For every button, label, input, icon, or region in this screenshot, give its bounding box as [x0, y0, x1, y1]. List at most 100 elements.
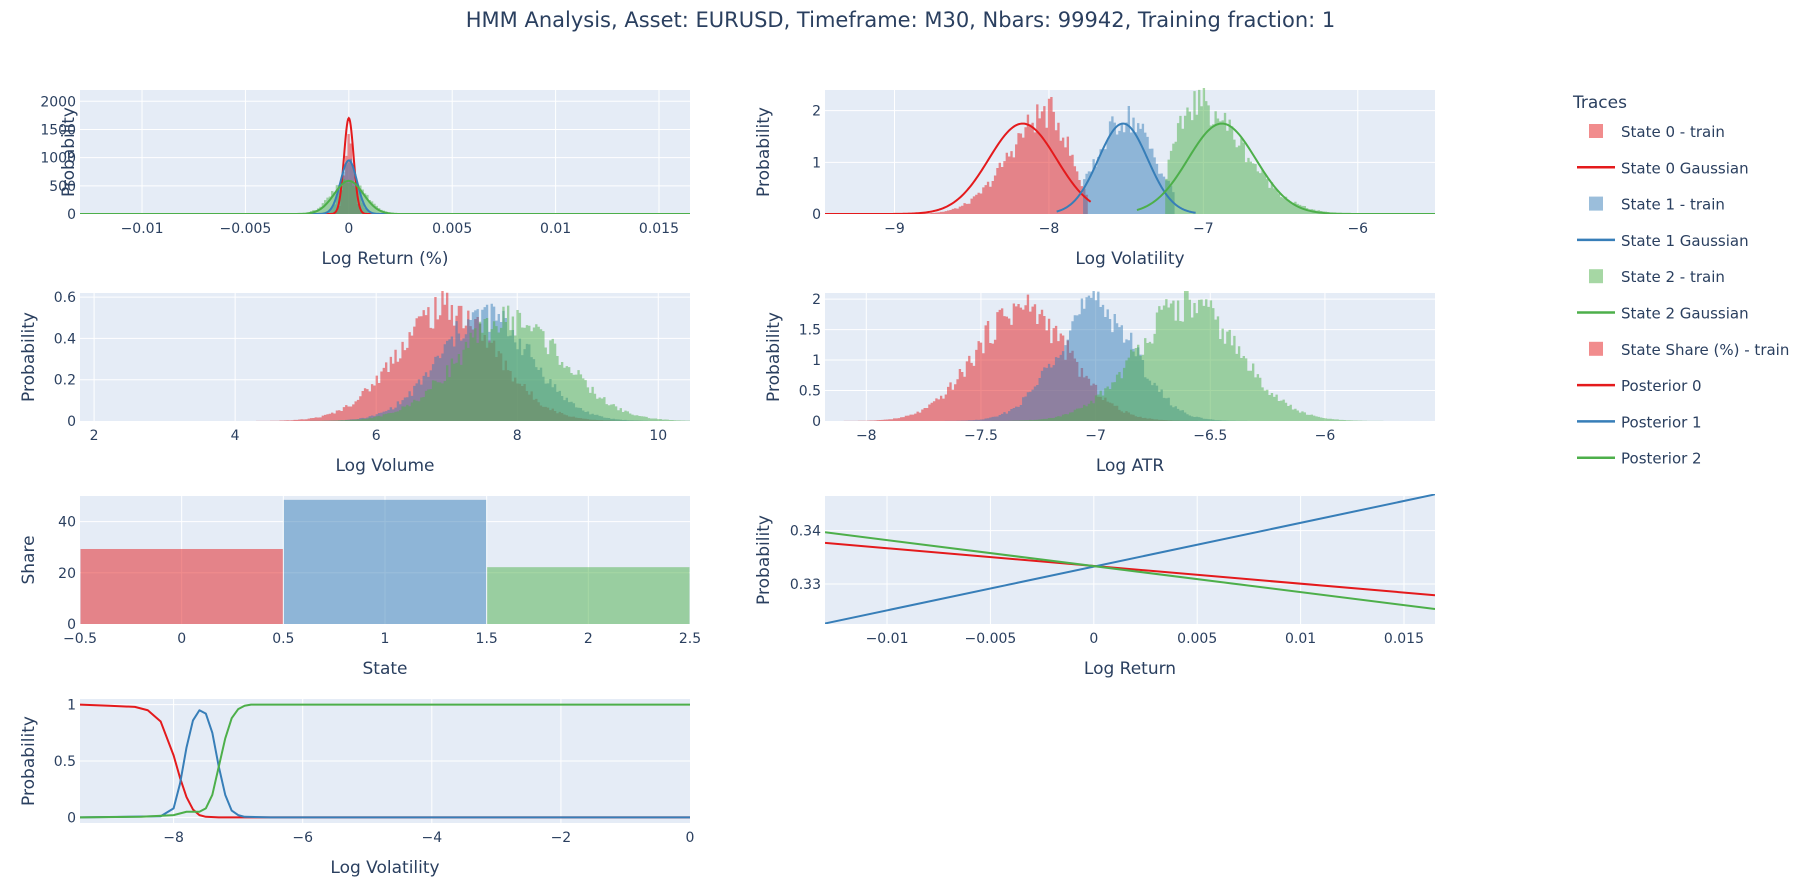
y-axis-title: Probability	[59, 107, 79, 197]
legend-label: State 1 Gaussian	[1621, 232, 1749, 250]
gaussian-curve-state-2	[80, 179, 690, 214]
x-tick-label: 10	[649, 428, 667, 444]
x-tick-label: −0.01	[866, 631, 909, 647]
x-tick-label: 0.015	[1384, 631, 1424, 647]
legend-swatch-box	[1589, 269, 1603, 284]
histogram-state-2	[80, 305, 690, 421]
plot-log-return-hist: −0.01 −0.005 0 0.005 0.01 0.015 0 500 1000 1500 20…	[40, 90, 690, 269]
y-tick-label: 40	[58, 515, 76, 531]
histogram-state-0	[825, 294, 1435, 421]
plot-body	[80, 291, 690, 421]
legend-swatch-box	[1589, 341, 1603, 356]
legend-swatch-box	[1589, 124, 1603, 138]
posterior-line-1	[825, 494, 1435, 624]
legend-label: State 2 Gaussian	[1621, 305, 1749, 323]
y-tick-label: 1.5	[799, 323, 821, 339]
x-tick-label: 0.01	[540, 221, 571, 237]
legend-label: State 0 - train	[1621, 123, 1725, 141]
chart-title: HMM Analysis, Asset: EURUSD, Timeframe: …	[465, 8, 1336, 32]
y-tick-label: 0.2	[54, 373, 76, 389]
gaussian-curve-state-2	[1136, 122, 1435, 214]
bar-state-2	[487, 567, 690, 624]
y-tick-label: 0.34	[790, 524, 821, 540]
y-tick-label: 1500	[40, 122, 76, 138]
plot-body	[80, 499, 690, 624]
legend-item[interactable]: Posterior 1	[1577, 413, 1702, 431]
y-tick-label: 0	[67, 617, 76, 633]
legend-item[interactable]: State 2 Gaussian	[1577, 305, 1749, 323]
plot-log-volume-hist: 2 4 6 8 10 0 0.2 0.4 0.6 Log Volume Probability	[19, 290, 690, 476]
legend-item[interactable]: Posterior 0	[1577, 377, 1702, 395]
x-tick-label: 1.5	[476, 631, 498, 647]
y-axis-title: Probability	[754, 515, 774, 605]
gaussian-curve-state-0	[825, 122, 1092, 214]
x-tick-label: −2	[551, 830, 572, 846]
x-axis-title: Log Return	[1084, 659, 1176, 679]
y-tick-label: 0.5	[799, 384, 821, 400]
x-tick-label: 0	[1089, 631, 1098, 647]
x-tick-label: −0.01	[121, 221, 164, 237]
legend-item[interactable]: State 2 - train	[1589, 268, 1725, 286]
x-tick-label: 2.5	[679, 631, 701, 647]
legend-swatch-box	[1589, 196, 1603, 211]
x-tick-label: 2	[90, 428, 99, 444]
x-tick-label: 0.015	[639, 221, 679, 237]
y-tick-label: 0	[67, 414, 76, 430]
plot-body	[825, 88, 1435, 214]
legend-item[interactable]: Posterior 2	[1577, 450, 1702, 468]
legend[interactable]: Traces State 0 - train State 0 Gaussian Sta…	[1572, 93, 1789, 468]
y-axis-title: Probability	[19, 312, 39, 402]
x-tick-label: −0.5	[63, 631, 97, 647]
x-tick-label: −8	[856, 428, 877, 444]
y-tick-label: 2	[812, 292, 821, 308]
legend-label: Posterior 0	[1621, 377, 1702, 395]
y-tick-label: 0.6	[54, 290, 76, 306]
x-tick-label: −0.005	[965, 631, 1017, 647]
legend-item[interactable]: State 1 Gaussian	[1577, 232, 1749, 250]
x-axis-title: Log Volatility	[330, 858, 439, 878]
bar-state-1	[283, 499, 487, 624]
x-tick-label: 8	[513, 428, 522, 444]
x-tick-label: −7.5	[964, 428, 998, 444]
x-tick-label: −6	[1347, 221, 1368, 237]
gaussian-curve-state-0	[286, 116, 411, 214]
x-tick-label: −8	[163, 830, 184, 846]
x-tick-label: 1	[381, 631, 390, 647]
y-tick-label: 2	[812, 104, 821, 120]
legend-label: State 2 - train	[1621, 268, 1725, 286]
plot-log-atr-hist: −8 −7.5 −7 −6.5 −6 0 0.5 1 1.5 2 Log ATR Probabilit…	[764, 291, 1435, 476]
plot-background	[80, 90, 690, 214]
x-tick-label: −6	[292, 830, 313, 846]
y-tick-label: 1	[812, 155, 821, 171]
plot-log-volatility-hist: −9 −8 −7 −6 0 1 2 Log Volatility Probability	[754, 88, 1435, 269]
legend-label: Posterior 2	[1621, 450, 1702, 468]
x-tick-label: 2	[584, 631, 593, 647]
legend-label: State Share (%) - train	[1621, 341, 1789, 359]
x-axis-title: Log Return (%)	[321, 249, 448, 269]
x-tick-label: 4	[231, 428, 240, 444]
gaussian-curve-state-1	[1056, 122, 1196, 214]
posterior-line-2	[80, 703, 690, 819]
legend-item[interactable]: State Share (%) - train	[1589, 341, 1789, 359]
legend-item[interactable]: State 0 Gaussian	[1577, 159, 1749, 177]
y-tick-label: 1000	[40, 151, 76, 167]
histogram-state-0	[80, 291, 690, 421]
x-tick-label: −8	[1039, 221, 1060, 237]
y-tick-label: 2000	[40, 94, 76, 110]
histogram-state-2	[825, 291, 1435, 421]
x-tick-label: 0.005	[432, 221, 472, 237]
y-tick-label: 0	[67, 810, 76, 826]
legend-item[interactable]: State 0 - train	[1589, 123, 1725, 141]
y-axis-title: Probability	[19, 716, 39, 806]
x-tick-label: 0	[177, 631, 186, 647]
y-tick-label: 0	[812, 414, 821, 430]
y-tick-label: 0.33	[790, 577, 821, 593]
posterior-line-1	[80, 709, 690, 819]
y-axis-title: Share	[19, 535, 39, 584]
x-tick-label: 6	[372, 428, 381, 444]
y-tick-label: 0	[67, 207, 76, 223]
x-tick-label: −6	[1315, 428, 1336, 444]
x-tick-label: 0.01	[1285, 631, 1316, 647]
legend-item[interactable]: State 1 - train	[1589, 196, 1725, 214]
